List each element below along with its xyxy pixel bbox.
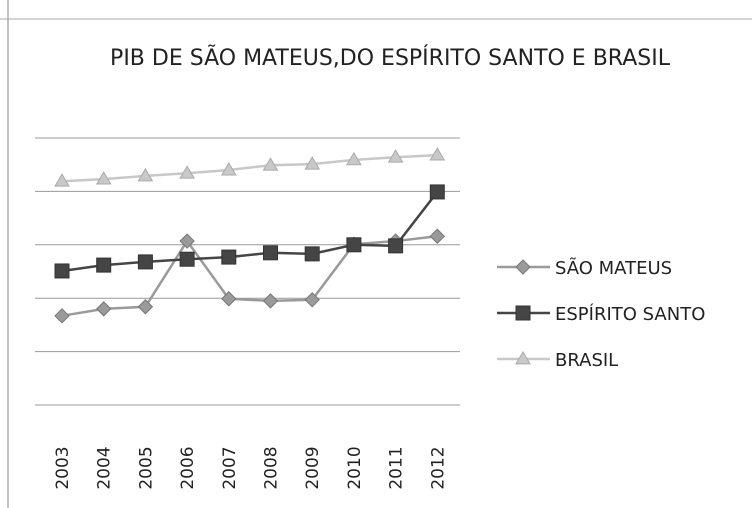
marker [429, 228, 446, 244]
marker [304, 292, 320, 308]
marker [515, 351, 531, 365]
x-tick-label: 2011 [387, 446, 407, 489]
marker [304, 246, 320, 262]
legend-label: ESPÍRITO SANTO [555, 303, 705, 325]
marker [429, 184, 445, 200]
legend-label: BRASIL [555, 350, 618, 371]
x-tick-label: 2004 [95, 446, 115, 489]
x-tick-label: 2012 [428, 446, 448, 489]
marker [515, 259, 531, 275]
chart-title: PIB DE SÃO MATEUS,DO ESPÍRITO SANTO E BR… [110, 46, 670, 71]
marker [54, 173, 70, 187]
x-tick-label: 2007 [220, 446, 240, 489]
marker [263, 245, 278, 261]
marker [221, 249, 237, 265]
x-tick-label: 2005 [136, 446, 156, 489]
series-line [61, 235, 438, 318]
marker [304, 156, 321, 170]
marker [221, 291, 237, 307]
legend-label: SÃO MATEUS [555, 257, 672, 279]
x-tick-label: 2010 [345, 446, 365, 489]
marker [387, 149, 404, 163]
marker [179, 165, 195, 179]
marker [262, 157, 279, 171]
marker [137, 299, 154, 315]
x-tick-label: 2009 [303, 446, 323, 489]
marker [179, 251, 195, 267]
marker [429, 147, 446, 161]
x-tick-label: 2006 [178, 446, 198, 489]
x-tick-label: 2008 [262, 446, 282, 489]
marker [515, 305, 531, 321]
marker [137, 254, 153, 270]
marker [220, 162, 237, 176]
marker [95, 171, 112, 185]
series-line [61, 153, 438, 183]
marker [388, 238, 404, 254]
marker [346, 237, 362, 253]
marker [179, 233, 195, 249]
x-tick-label: 2003 [53, 446, 73, 489]
marker [346, 151, 362, 166]
marker [262, 293, 279, 309]
marker [54, 263, 70, 279]
marker [54, 308, 70, 324]
marker [137, 167, 154, 182]
series-line [61, 191, 439, 273]
marker [95, 301, 112, 317]
marker [96, 257, 112, 273]
